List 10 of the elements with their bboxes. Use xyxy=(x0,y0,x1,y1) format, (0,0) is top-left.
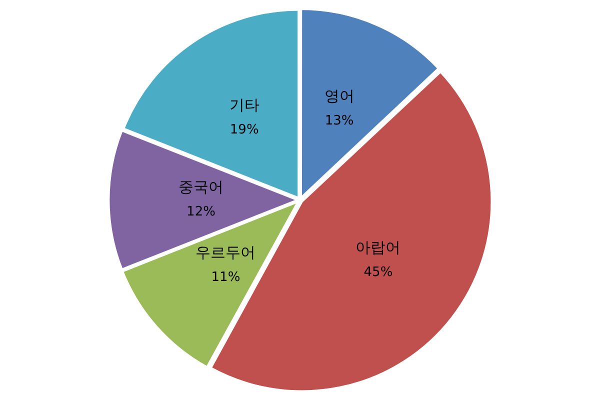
slice-label: 우르두어 xyxy=(196,243,256,262)
slice-label: 영어 xyxy=(324,87,354,106)
data-label: 45% xyxy=(364,265,393,280)
data-label: 11% xyxy=(211,270,240,285)
slice-label: 아랍어 xyxy=(356,238,401,257)
data-label: 19% xyxy=(230,122,259,138)
slice-label: 기타 xyxy=(229,96,260,114)
data-label: 12% xyxy=(186,204,216,220)
data-label: 13% xyxy=(324,114,354,129)
slice-label: 중국어 xyxy=(178,178,224,196)
